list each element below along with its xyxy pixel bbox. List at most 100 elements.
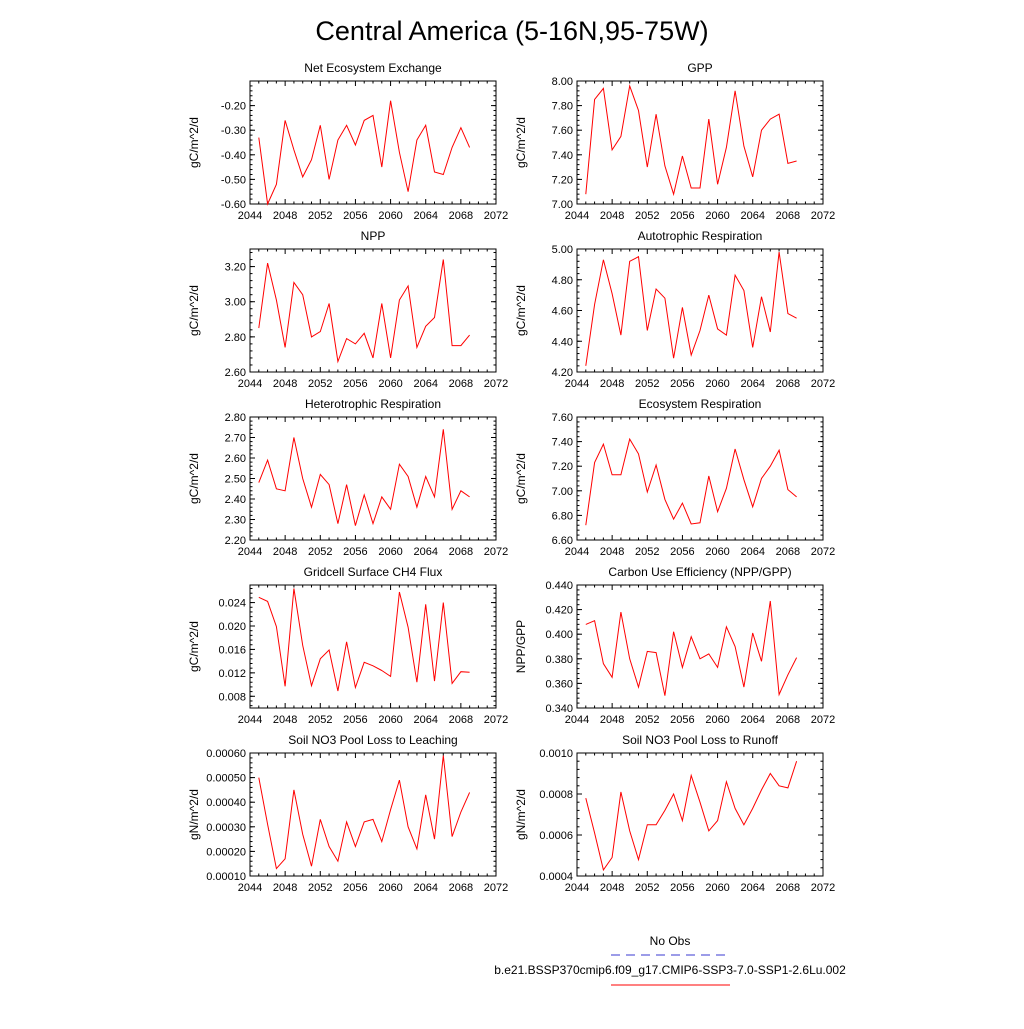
x-tick-label: 2064 <box>413 378 437 390</box>
x-tick-label: 2044 <box>238 210 262 222</box>
y-axis-label: gC/m^2/d <box>187 117 201 168</box>
x-tick-label: 2052 <box>308 210 332 222</box>
x-tick-label: 2068 <box>449 714 473 726</box>
x-tick-label: 2064 <box>413 882 437 894</box>
x-tick-label: 2044 <box>238 714 262 726</box>
x-tick-label: 2072 <box>811 714 835 726</box>
x-tick-label: 2052 <box>635 378 659 390</box>
y-tick-label: 0.020 <box>218 621 246 633</box>
y-tick-label: 0.012 <box>218 668 246 680</box>
x-tick-label: 2068 <box>776 546 800 558</box>
plot-frame <box>576 584 824 709</box>
legend: No Obs b.e21.BSSP370cmip6.f09_g17.CMIP6-… <box>494 934 846 986</box>
y-axis-label: gC/m^2/d <box>514 117 528 168</box>
x-tick-label: 2064 <box>740 210 764 222</box>
y-tick-label: 7.40 <box>552 150 573 162</box>
plot-frame <box>249 80 497 205</box>
y-axis-label: gC/m^2/d <box>514 285 528 336</box>
y-tick-label: -0.40 <box>221 150 246 162</box>
x-tick-label: 2052 <box>635 714 659 726</box>
y-tick-label: 2.80 <box>225 332 246 344</box>
x-tick-label: 2048 <box>273 882 297 894</box>
x-tick-label: 2068 <box>449 210 473 222</box>
y-tick-label: 0.420 <box>545 605 573 617</box>
panel-title: Carbon Use Efficiency (NPP/GPP) <box>608 565 791 579</box>
panel-title: NPP <box>361 229 386 243</box>
x-tick-label: 2060 <box>378 378 402 390</box>
x-tick-label: 2052 <box>308 546 332 558</box>
y-axis-label: gN/m^2/d <box>514 789 528 840</box>
x-tick-label: 2072 <box>484 210 508 222</box>
series-line <box>585 600 798 697</box>
y-tick-label: 0.024 <box>218 598 246 610</box>
x-tick-label: 2052 <box>635 210 659 222</box>
y-tick-label: 0.00020 <box>206 846 246 858</box>
x-tick-label: 2060 <box>378 546 402 558</box>
y-tick-label: 4.80 <box>552 275 573 287</box>
x-tick-label: 2072 <box>811 882 835 894</box>
panels-group: Net Ecosystem Exchange 2044 2048 2052 2056 20… <box>187 61 835 894</box>
series-line <box>585 437 797 526</box>
x-tick-label: 2072 <box>484 378 508 390</box>
x-tick-label: 2044 <box>565 882 589 894</box>
y-tick-label: 6.60 <box>552 535 573 547</box>
y-tick-label: 0.440 <box>545 580 573 592</box>
x-tick-label: 2072 <box>811 210 835 222</box>
y-tick-label: 0.0006 <box>539 830 573 842</box>
y-tick-label: 2.60 <box>225 453 246 465</box>
x-tick-label: 2056 <box>343 882 367 894</box>
panel-title: Ecosystem Respiration <box>639 397 762 411</box>
y-tick-label: 7.20 <box>552 174 573 186</box>
x-tick-label: 2048 <box>600 378 624 390</box>
y-tick-label: 0.340 <box>545 703 573 715</box>
y-tick-label: 2.30 <box>225 515 246 527</box>
x-tick-label: 2060 <box>705 210 729 222</box>
y-tick-label: 0.360 <box>545 678 573 690</box>
y-tick-label: 2.40 <box>225 494 246 506</box>
x-tick-label: 2064 <box>740 546 764 558</box>
panel-5: Heterotrophic Respiration 2044 2048 2052 205… <box>187 397 508 558</box>
x-tick-label: 2052 <box>635 882 659 894</box>
x-tick-label: 2056 <box>343 714 367 726</box>
x-tick-label: 2052 <box>308 378 332 390</box>
x-tick-label: 2044 <box>565 546 589 558</box>
panel-title: Gridcell Surface CH4 Flux <box>304 565 443 579</box>
x-tick-label: 2064 <box>413 546 437 558</box>
x-tick-label: 2044 <box>238 882 262 894</box>
y-tick-label: 0.400 <box>545 629 573 641</box>
x-tick-label: 2060 <box>705 378 729 390</box>
y-tick-label: 0.00010 <box>206 871 246 883</box>
panel-4: Autotrophic Respiration 2044 2048 2052 2056 2… <box>514 229 835 390</box>
y-tick-label: 7.40 <box>552 437 573 449</box>
x-tick-label: 2056 <box>670 714 694 726</box>
y-tick-label: 8.00 <box>552 76 573 88</box>
x-tick-label: 2072 <box>484 882 508 894</box>
x-tick-label: 2068 <box>449 378 473 390</box>
x-tick-label: 2048 <box>600 714 624 726</box>
x-tick-label: 2072 <box>484 714 508 726</box>
y-tick-label: 0.00030 <box>206 822 246 834</box>
x-tick-label: 2068 <box>776 210 800 222</box>
x-tick-label: 2048 <box>273 546 297 558</box>
y-tick-label: 4.20 <box>552 367 573 379</box>
x-tick-label: 2068 <box>776 378 800 390</box>
plot-frame <box>576 752 824 877</box>
panel-title: Heterotrophic Respiration <box>305 397 441 411</box>
y-tick-label: 0.00040 <box>206 797 246 809</box>
x-tick-label: 2052 <box>308 882 332 894</box>
panel-title: Soil NO3 Pool Loss to Leaching <box>288 733 457 747</box>
plot-frame <box>576 248 824 373</box>
x-tick-label: 2068 <box>776 714 800 726</box>
x-tick-label: 2056 <box>670 882 694 894</box>
x-tick-label: 2064 <box>740 714 764 726</box>
series-line <box>258 429 470 526</box>
y-axis-label: gC/m^2/d <box>187 285 201 336</box>
panel-title: Soil NO3 Pool Loss to Runoff <box>622 733 779 747</box>
series-line <box>258 755 471 870</box>
x-tick-label: 2048 <box>273 210 297 222</box>
x-tick-label: 2060 <box>705 882 729 894</box>
x-tick-label: 2048 <box>273 714 297 726</box>
series-line <box>585 252 797 366</box>
